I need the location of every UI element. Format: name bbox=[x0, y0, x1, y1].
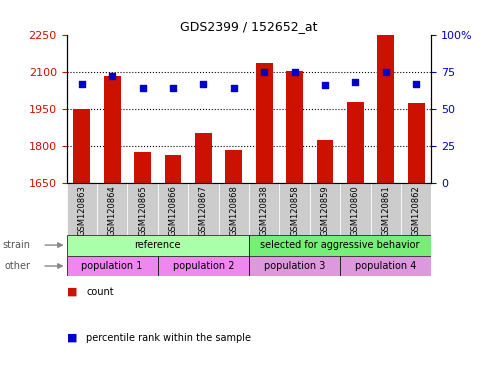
Bar bbox=[225, 150, 242, 184]
Text: GSM120861: GSM120861 bbox=[381, 185, 390, 236]
Text: population 3: population 3 bbox=[264, 261, 325, 271]
Text: GSM120859: GSM120859 bbox=[320, 185, 329, 236]
Text: GSM120862: GSM120862 bbox=[412, 185, 421, 236]
Text: GSM120867: GSM120867 bbox=[199, 185, 208, 236]
Bar bbox=[134, 152, 151, 184]
Bar bbox=[340, 184, 371, 235]
Bar bbox=[73, 109, 90, 184]
Text: GSM120863: GSM120863 bbox=[77, 185, 86, 236]
Bar bbox=[378, 35, 394, 184]
Text: GSM120868: GSM120868 bbox=[229, 185, 238, 236]
Point bbox=[169, 85, 177, 91]
Text: GSM120860: GSM120860 bbox=[351, 185, 360, 236]
Bar bbox=[286, 71, 303, 184]
Text: GSM120838: GSM120838 bbox=[260, 185, 269, 236]
Point bbox=[199, 81, 208, 87]
Bar bbox=[67, 235, 249, 255]
Bar bbox=[310, 184, 340, 235]
Point bbox=[382, 69, 389, 75]
Text: population 2: population 2 bbox=[173, 261, 234, 271]
Text: ■: ■ bbox=[67, 287, 77, 297]
Bar bbox=[67, 184, 97, 235]
Text: strain: strain bbox=[2, 240, 30, 250]
Text: ■: ■ bbox=[67, 333, 77, 343]
Bar bbox=[371, 184, 401, 235]
Point bbox=[321, 82, 329, 88]
Bar bbox=[158, 184, 188, 235]
Point bbox=[412, 81, 420, 87]
Title: GDS2399 / 152652_at: GDS2399 / 152652_at bbox=[180, 20, 317, 33]
Bar bbox=[67, 255, 158, 276]
Point bbox=[139, 85, 146, 91]
Text: population 4: population 4 bbox=[355, 261, 417, 271]
Bar bbox=[249, 235, 431, 255]
Bar bbox=[340, 255, 431, 276]
Text: other: other bbox=[4, 261, 30, 271]
Text: population 1: population 1 bbox=[81, 261, 143, 271]
Text: selected for aggressive behavior: selected for aggressive behavior bbox=[260, 240, 420, 250]
Bar bbox=[249, 255, 340, 276]
Text: GSM120866: GSM120866 bbox=[169, 185, 177, 236]
Bar bbox=[188, 184, 218, 235]
Bar bbox=[249, 184, 280, 235]
Point bbox=[78, 81, 86, 87]
Bar bbox=[104, 76, 120, 184]
Bar bbox=[127, 184, 158, 235]
Bar bbox=[280, 184, 310, 235]
Text: GSM120858: GSM120858 bbox=[290, 185, 299, 236]
Point bbox=[230, 85, 238, 91]
Bar bbox=[408, 103, 424, 184]
Bar bbox=[256, 63, 273, 184]
Point bbox=[352, 79, 359, 85]
Bar bbox=[401, 184, 431, 235]
Bar bbox=[347, 101, 364, 184]
Point bbox=[260, 69, 268, 75]
Text: GSM120864: GSM120864 bbox=[107, 185, 117, 236]
Point bbox=[108, 73, 116, 79]
Point bbox=[291, 69, 299, 75]
Text: reference: reference bbox=[135, 240, 181, 250]
Bar bbox=[165, 155, 181, 184]
Bar bbox=[317, 140, 333, 184]
Text: percentile rank within the sample: percentile rank within the sample bbox=[86, 333, 251, 343]
Text: count: count bbox=[86, 287, 114, 297]
Bar bbox=[158, 255, 249, 276]
Bar bbox=[195, 132, 211, 184]
Bar bbox=[218, 184, 249, 235]
Text: GSM120865: GSM120865 bbox=[138, 185, 147, 236]
Bar bbox=[97, 184, 127, 235]
